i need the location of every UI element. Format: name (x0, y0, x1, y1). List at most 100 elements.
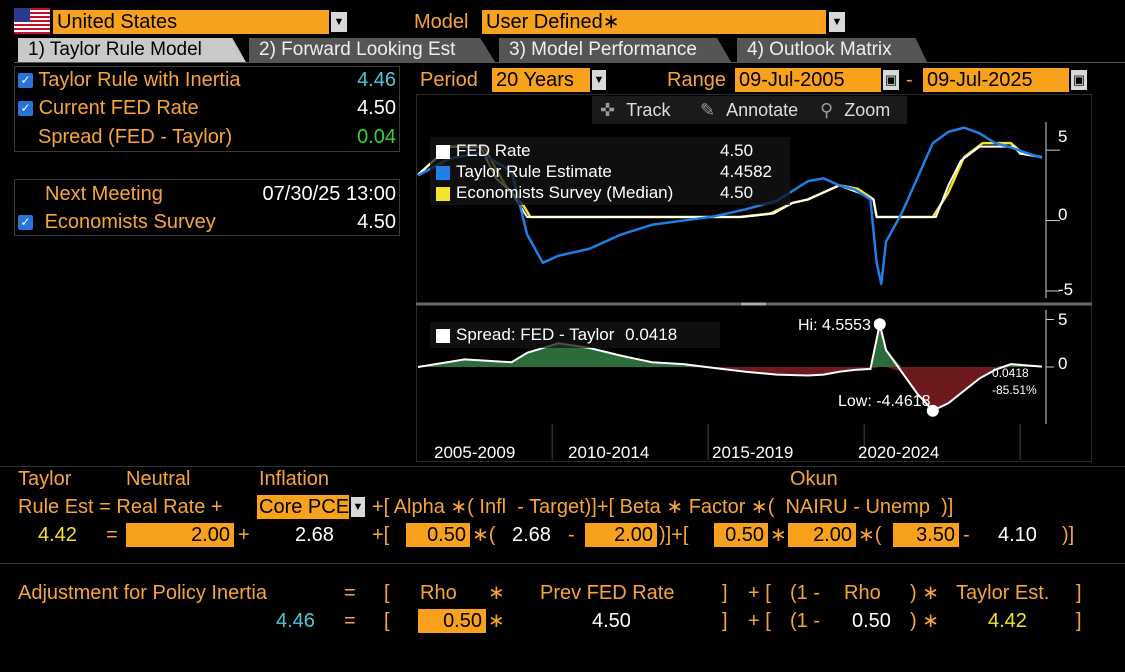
f1-h-taylor: Taylor (18, 468, 72, 490)
f2-paren-times-val: ) ∗ (910, 610, 939, 632)
f1-minus1: - (506, 496, 530, 518)
f1-h-neutral: Neutral (126, 468, 191, 490)
real-rate-field[interactable]: 2.00 (126, 523, 234, 547)
f1-infl: Infl (479, 496, 507, 518)
okun-factor-field[interactable]: 2.00 (788, 523, 856, 547)
inflation-select[interactable]: Core PCE (257, 495, 349, 519)
f1-times-val3: ∗( (858, 524, 882, 546)
model-select[interactable]: User Defined∗ (482, 10, 826, 34)
f1-beta: Beta (619, 496, 661, 518)
formula-mid-divider (0, 563, 1125, 564)
spread-legend-entry: Spread: FED - Taylor 0.0418 (436, 325, 677, 345)
legend-swatch-spread (436, 328, 450, 343)
spread-hi-marker (873, 318, 886, 331)
spread-positive-area (418, 324, 1042, 367)
range-dash: - (906, 69, 913, 91)
annotate-label: Annotate (726, 100, 799, 120)
target-field[interactable]: 2.00 (585, 523, 657, 547)
tab-outlook-matrix[interactable]: 4) Outlook Matrix (737, 38, 927, 62)
next-meeting-value: 07/30/25 13:00 (262, 183, 396, 205)
f2-plus-val: + [ (748, 610, 771, 632)
y-tick-bottom-0: 0 (1058, 354, 1068, 373)
f2-br-close: ] (722, 582, 728, 604)
y-tick-top-5: 5 (1058, 127, 1068, 146)
next-meeting-label: Next Meeting (45, 183, 163, 205)
model-dropdown-button[interactable]: ▼ (829, 12, 845, 32)
country-select[interactable]: United States (53, 10, 329, 34)
us-flag-icon (14, 8, 50, 34)
pencil-icon: ✎ (700, 100, 716, 120)
alpha-field[interactable]: 0.50 (406, 523, 470, 547)
period-label: Period (420, 69, 478, 91)
f1-times2: ∗ (660, 496, 689, 518)
f1-target: Target (529, 496, 585, 518)
tab-forward-looking-est[interactable]: 2) Forward Looking Est (249, 38, 495, 62)
spread-last-value: 0.0418 (992, 366, 1029, 380)
economists-row: ✓ Economists Survey 4.50 (18, 210, 398, 234)
f1-rule-est: Rule Est (18, 496, 94, 518)
rates-panel (14, 66, 400, 152)
spread-value: 0.04 (357, 126, 396, 148)
tab-model-performance[interactable]: 3) Model Performance (499, 38, 731, 62)
x-tick-2020-2024: 2020-2024 (858, 443, 940, 462)
rho-field[interactable]: 0.50 (418, 609, 486, 633)
taylor-inertia-label: Taylor Rule with Inertia (38, 69, 241, 91)
f1-minus-val: - (568, 524, 575, 546)
f1-row2: Rule Est = Real Rate + (18, 495, 223, 519)
f2-result: 4.46 (276, 610, 315, 632)
main-chart-svg (416, 122, 1092, 460)
legend-taylor: Taylor Rule Estimate (436, 162, 612, 182)
spread-legend (430, 322, 720, 348)
spread-negative-area (418, 367, 1042, 411)
y-tick-bottom-5: 5 (1058, 310, 1068, 329)
taylor-inertia-checkbox[interactable]: ✓ (18, 73, 33, 89)
f1-close2: )] (929, 496, 954, 518)
spread-label: Spread (FED - Taylor) (38, 126, 233, 148)
f2-times: ∗ (488, 582, 505, 604)
beta-field[interactable]: 0.50 (714, 523, 768, 547)
formula-top-divider (0, 466, 1125, 467)
zoom-label: Zoom (844, 100, 891, 120)
period-dropdown-button[interactable]: ▼ (592, 70, 606, 90)
f1-infl-value: 2.68 (295, 524, 334, 546)
range-start-field[interactable]: 09-Jul-2005 (735, 68, 881, 92)
chart-toolbar (592, 96, 907, 124)
tab-taylor-rule-model[interactable]: 1) Taylor Rule Model (18, 38, 246, 62)
zoom-button[interactable]: ⚲ Zoom (820, 98, 890, 122)
legend-survey-value: 4.50 (720, 183, 754, 202)
f1-row2-rest: +[ Alpha ∗( Infl - Target)]+[ Beta ∗ Fac… (372, 495, 953, 519)
f2-paren-times: ) ∗ (910, 582, 939, 604)
f2-prev-fed-value: 4.50 (592, 610, 631, 632)
legend-fed-rate: FED Rate (436, 141, 531, 161)
annotate-button[interactable]: ✎ Annotate (700, 98, 798, 122)
nairu-field[interactable]: 3.50 (893, 523, 959, 547)
period-select[interactable]: 20 Years (492, 68, 590, 92)
f2-prev-fed: Prev FED Rate (540, 582, 675, 604)
range-start-calendar-icon[interactable]: ▣ (883, 70, 899, 90)
range-end-field[interactable]: 09-Jul-2025 (923, 68, 1069, 92)
taylor-inertia-value: 4.46 (357, 69, 396, 91)
f1-times3: ∗( (745, 496, 786, 518)
track-button[interactable]: ✜ Track (600, 98, 670, 122)
x-tick-2010-2014: 2010-2014 (568, 443, 650, 462)
f1-h-okun: Okun (790, 468, 838, 490)
economists-value: 4.50 (357, 211, 396, 233)
current-fed-checkbox[interactable]: ✓ (18, 101, 33, 117)
f2-times-val: ∗ (488, 610, 505, 632)
model-label: Model (414, 11, 469, 33)
inflation-dropdown-button[interactable]: ▼ (351, 497, 365, 517)
f2-one-minus: (1 - (790, 582, 820, 604)
spread-low-marker (926, 404, 939, 417)
tab-underline (14, 62, 1125, 63)
economists-checkbox[interactable]: ✓ (18, 215, 33, 231)
range-end-calendar-icon[interactable]: ▣ (1071, 70, 1087, 90)
f2-taylor-est: Taylor Est. (956, 582, 1050, 604)
f1-times-val2: ∗ (770, 524, 787, 546)
f2-br-end-val: ] (1076, 610, 1082, 632)
current-fed-label: Current FED Rate (38, 97, 199, 119)
country-dropdown-button[interactable]: ▼ (331, 12, 347, 32)
f1-close1: )]+[ (584, 496, 620, 518)
f2-one-minus-value: 0.50 (852, 610, 891, 632)
meeting-panel (14, 179, 400, 236)
f1-nairu: NAIRU (785, 496, 848, 518)
